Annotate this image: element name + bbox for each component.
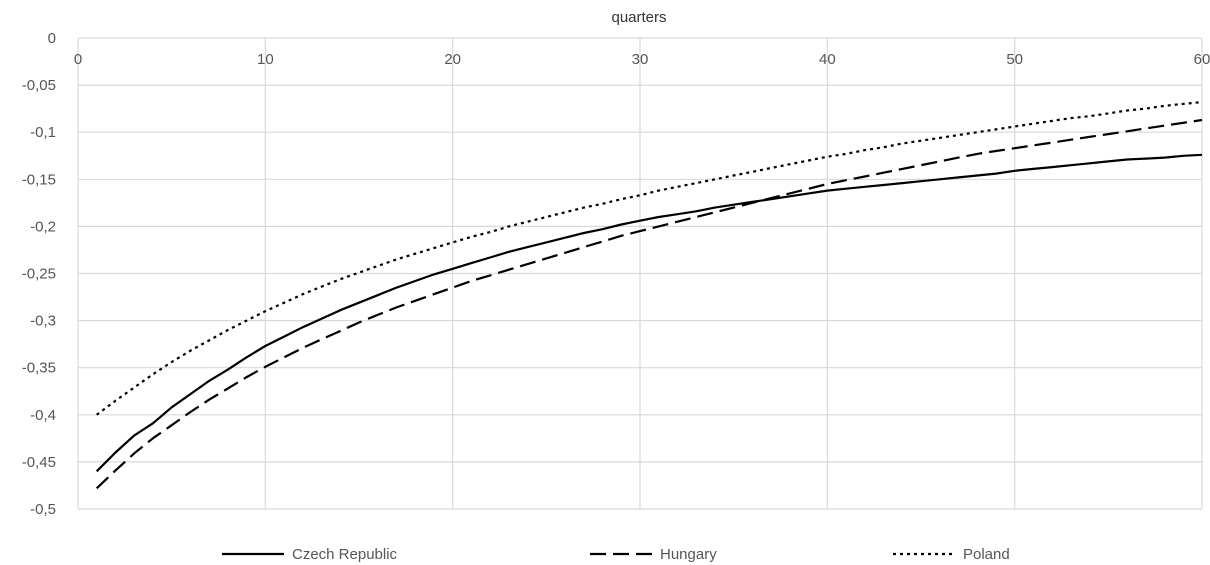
y-tick-label: -0,4 xyxy=(30,407,56,424)
y-tick-label: 0 xyxy=(48,30,56,47)
y-tick-label: -0,1 xyxy=(30,124,56,141)
y-tick-labels: 0 -0,05 -0,1 -0,15 -0,2 -0,25 -0,3 -0,35 -0,4 -0,… xyxy=(22,30,56,518)
x-tick-label: 0 xyxy=(74,51,82,68)
y-tick-label: -0,25 xyxy=(22,266,56,283)
legend-label: Hungary xyxy=(660,546,717,563)
y-tick-label: -0,45 xyxy=(22,454,56,471)
legend-label: Poland xyxy=(963,546,1010,563)
y-tick-label: -0,5 xyxy=(30,501,56,518)
y-tick-label: -0,05 xyxy=(22,77,56,94)
y-tick-label: -0,2 xyxy=(30,218,56,235)
y-tick-label: -0,3 xyxy=(30,313,56,330)
series-group xyxy=(95,101,1203,490)
legend: Czech Republic Hungary Poland xyxy=(222,546,1010,563)
x-tick-label: 20 xyxy=(444,51,461,68)
x-tick-label: 60 xyxy=(1194,51,1210,68)
legend-label: Czech Republic xyxy=(292,546,398,563)
x-tick-labels: 0 10 20 30 40 50 60 xyxy=(74,51,1210,68)
grid xyxy=(77,37,1203,510)
x-tick-label: 50 xyxy=(1006,51,1023,68)
y-tick-label: -0,15 xyxy=(22,171,56,188)
x-tick-label: 10 xyxy=(257,51,274,68)
y-tick-label: -0,35 xyxy=(22,360,56,377)
x-axis-title: quarters xyxy=(611,9,666,26)
x-tick-label: 30 xyxy=(632,51,649,68)
series-line-czech-republic xyxy=(95,153,1203,473)
series-line-hungary xyxy=(95,118,1203,490)
x-tick-label: 40 xyxy=(819,51,836,68)
series-line-poland xyxy=(96,101,1203,416)
